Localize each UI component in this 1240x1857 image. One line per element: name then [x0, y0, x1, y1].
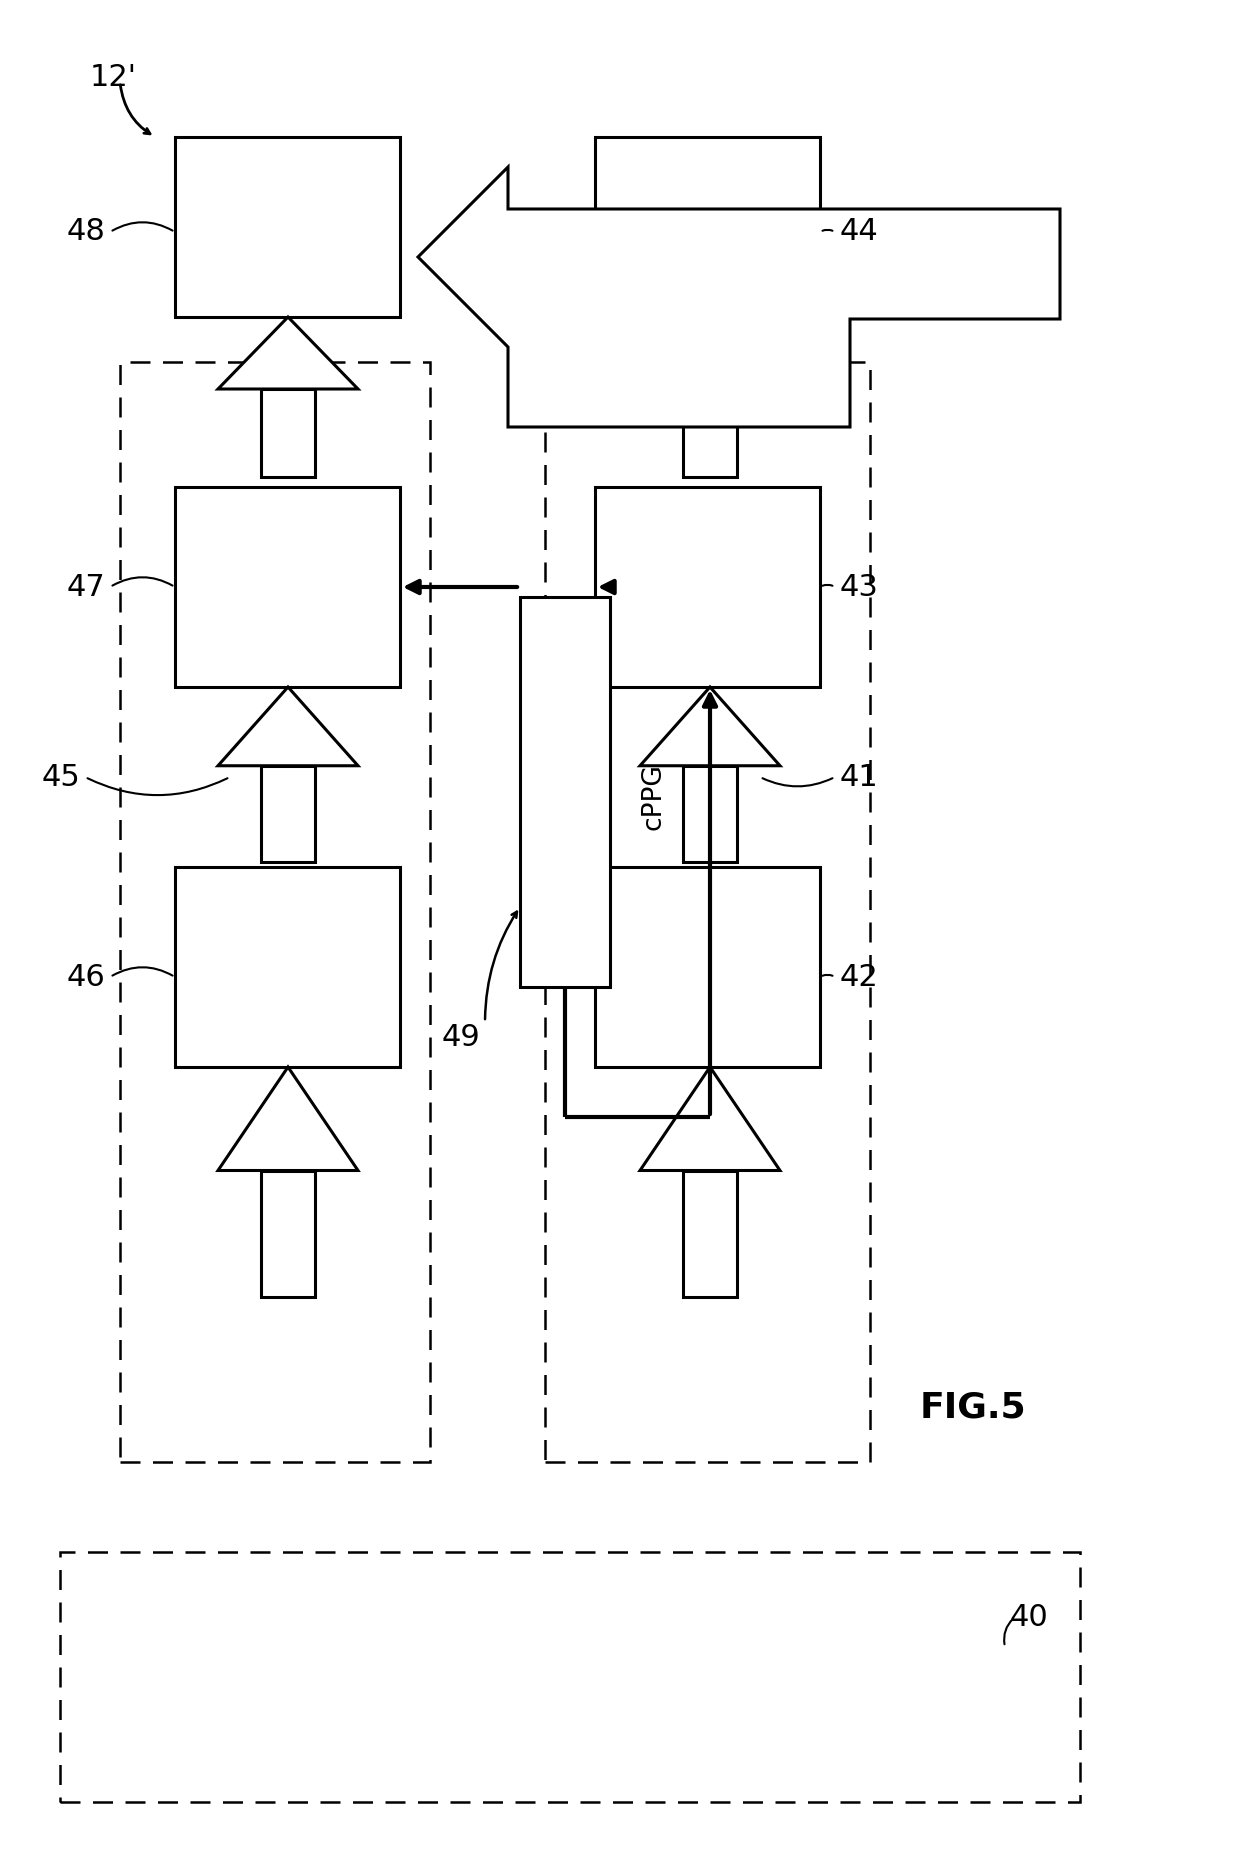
Text: FIG.5: FIG.5 — [920, 1391, 1027, 1424]
Bar — [175, 487, 401, 687]
Text: 41: 41 — [839, 763, 879, 791]
Text: 45: 45 — [41, 763, 81, 791]
Text: 42: 42 — [839, 962, 879, 992]
Text: cPPG: cPPG — [640, 763, 666, 830]
Bar — [595, 487, 820, 687]
Bar — [683, 1170, 737, 1296]
Bar — [520, 596, 610, 988]
Bar — [595, 867, 820, 1068]
Bar — [262, 765, 315, 862]
Text: 49: 49 — [441, 1023, 480, 1051]
Bar — [60, 1552, 1080, 1801]
Polygon shape — [218, 687, 358, 765]
Bar — [120, 362, 430, 1461]
Polygon shape — [218, 318, 358, 388]
Text: 43: 43 — [839, 572, 879, 602]
Bar — [262, 1170, 315, 1296]
Polygon shape — [640, 1068, 780, 1170]
Polygon shape — [640, 318, 780, 388]
Polygon shape — [418, 167, 1060, 427]
Bar — [595, 137, 820, 318]
Bar — [175, 137, 401, 318]
Bar — [683, 765, 737, 862]
Text: 46: 46 — [66, 962, 105, 992]
Polygon shape — [640, 687, 780, 765]
Text: 47: 47 — [66, 572, 105, 602]
Bar — [546, 362, 870, 1461]
Text: 12': 12' — [91, 63, 136, 91]
Text: 40: 40 — [1011, 1603, 1049, 1632]
Text: 44: 44 — [839, 217, 879, 247]
Polygon shape — [218, 1068, 358, 1170]
Bar — [262, 388, 315, 477]
Text: 48: 48 — [66, 217, 105, 247]
Bar — [683, 388, 737, 477]
Bar — [175, 867, 401, 1068]
